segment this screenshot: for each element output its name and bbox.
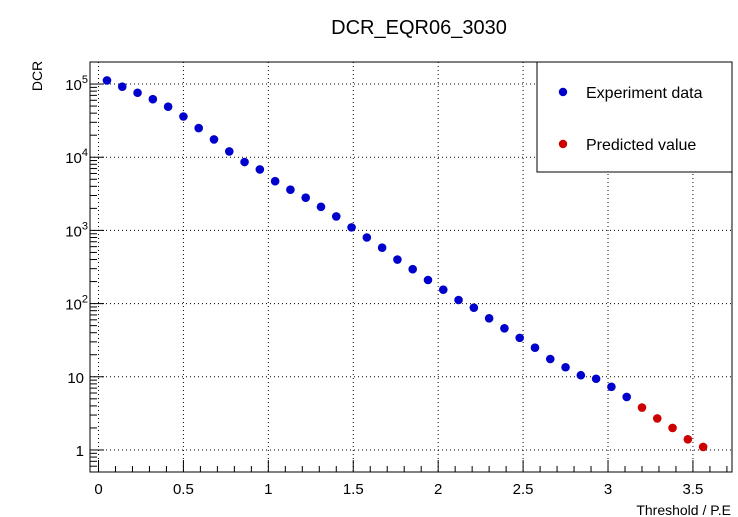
legend-label-predicted: Predicted value [586,137,696,154]
experiment-data-point [484,313,494,323]
legend-box [536,61,733,173]
legend-marker-experiment [558,87,568,97]
experiment-data-point [561,362,570,372]
x-tick-labels: 0 0.5 1 1.5 2 2.5 3 3.5 [94,481,703,498]
experiment-data-point [408,264,417,274]
experiment-data-point [438,285,448,294]
experiment-data-point [591,374,601,384]
experiment-data-point [362,233,372,242]
data-points [102,76,708,452]
y-tick-label: 104 [65,147,88,167]
predicted-value-point [698,442,708,452]
experiment-data-point [545,354,555,364]
y-axis-label: DCR [29,61,45,91]
experiment-data-point [331,212,341,221]
plot-frame [89,61,733,473]
legend-marker-predicted [558,139,568,149]
x-tick-label: 0 [94,481,102,498]
y-tick-label: 1 [76,443,84,460]
legend-label-experiment: Experiment data [586,85,703,102]
experiment-data-point [133,88,142,98]
x-tick-label: 0.5 [173,481,194,498]
predicted-value-point [637,403,647,412]
experiment-data-point [255,165,265,174]
y-tick-label: 102 [65,294,88,314]
y-tick-label: 103 [65,220,88,240]
predicted-value-point [683,434,693,444]
x-tick-label: 3.5 [683,481,704,498]
x-axis-label: Threshold / P.E [636,502,731,517]
experiment-data-point [393,255,402,264]
experiment-data-point [515,333,524,343]
experiment-data-point [347,223,356,232]
experiment-data-point [240,157,249,167]
experiment-data-point [209,135,219,144]
chart-title: DCR_EQR06_3030 [331,17,507,39]
y-tick-labels: 1 10 102 103 104 105 [65,74,88,460]
x-tick-label: 1.5 [343,481,364,498]
axis-ticks [90,61,728,473]
predicted-value-point [668,423,677,433]
x-tick-label: 2 [434,481,442,498]
experiment-data-point [102,76,112,85]
experiment-data-point [148,94,158,104]
predicted-value-point [652,414,662,423]
experiment-data-point [301,193,310,202]
experiment-data-point [194,123,203,133]
x-tick-label: 1 [264,481,272,498]
experiment-data-point [576,370,586,380]
experiment-data-point [316,202,326,212]
experiment-data-point [454,295,463,305]
experiment-data-point [117,82,127,91]
experiment-data-point [179,112,188,121]
experiment-data-point [163,102,173,112]
experiment-data-point [377,243,387,253]
experiment-data-point [607,382,616,392]
y-tick-label: 105 [65,74,88,94]
experiment-data-point [286,185,295,194]
experiment-data-point [423,275,433,285]
x-tick-label: 3 [604,481,612,498]
experiment-data-point [270,176,280,186]
experiment-data-point [224,147,234,156]
x-tick-label: 2.5 [513,481,534,498]
y-tick-label: 10 [67,370,84,387]
experiment-data-point [469,303,479,312]
legend: Experiment data Predicted value [536,61,733,173]
experiment-data-point [622,392,631,402]
experiment-data-point [530,343,540,352]
experiment-data-point [500,323,509,333]
